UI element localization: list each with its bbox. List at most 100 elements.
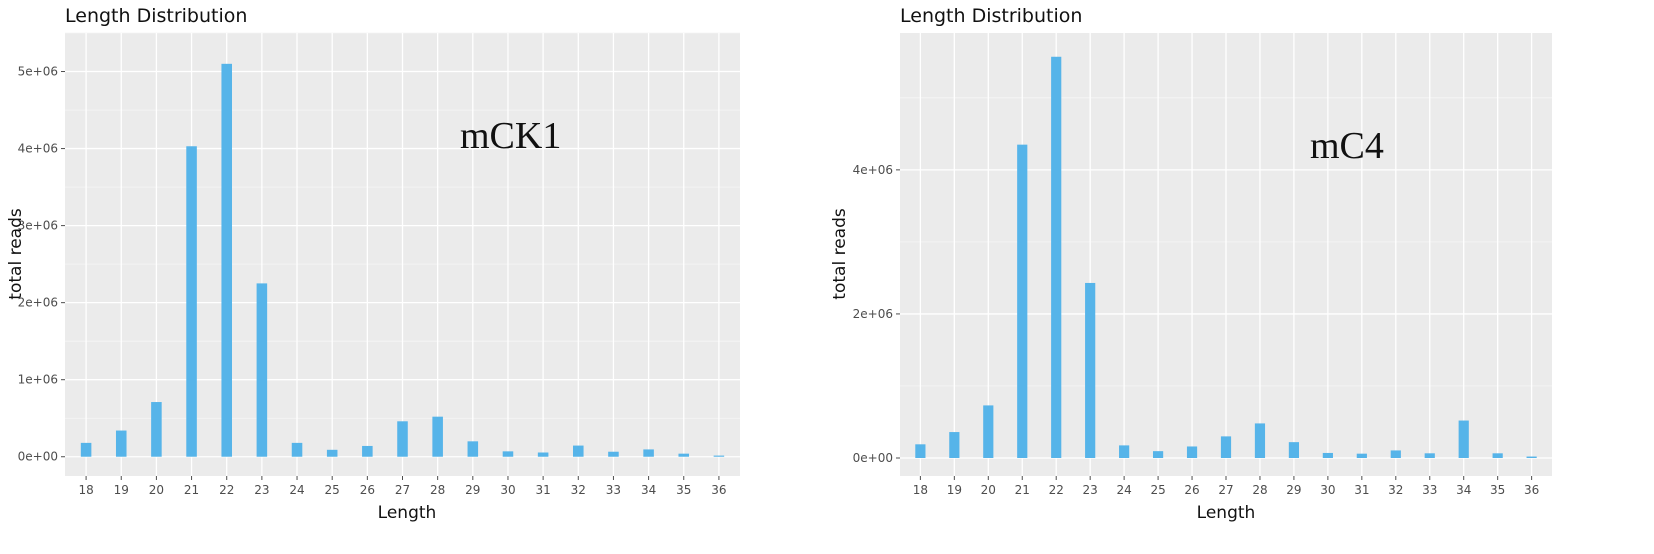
x-tick-label: 21 — [184, 483, 199, 497]
y-tick-label: 2e+06 — [18, 296, 58, 310]
bar-29 — [1288, 442, 1300, 458]
x-ticks: 18 19 20 21 22 23 24 25 26 27 28 29 30 31 32 33 34 35 36 — [78, 476, 727, 497]
x-tick-label: 34 — [641, 483, 656, 497]
bars — [915, 56, 1537, 458]
x-tick-label: 20 — [149, 483, 164, 497]
major-grid — [65, 33, 740, 476]
x-tick-label: 19 — [947, 483, 962, 497]
bar-28 — [432, 416, 443, 457]
bar-23 — [1085, 282, 1096, 458]
x-tick-label: 18 — [913, 483, 928, 497]
x-tick-label: 35 — [676, 483, 691, 497]
bar-33 — [1424, 453, 1435, 458]
y-axis-title: total reads — [6, 208, 26, 300]
x-tick-label: 20 — [981, 483, 996, 497]
bar-24 — [291, 442, 303, 457]
bar-32 — [573, 445, 584, 457]
x-tick-label: 35 — [1490, 483, 1505, 497]
bar-31 — [1356, 453, 1367, 458]
sample-annotation: mCK1 — [460, 115, 561, 157]
chart-svg-mck1: Length Distribution 0e+00 1e+06 2e+06 3e+06… — [6, 5, 740, 523]
bar-25 — [1152, 451, 1164, 458]
bar-26 — [1186, 446, 1198, 458]
y-ticks: 0e+00 1e+06 2e+06 3e+06 4e+06 5e+06 — [18, 65, 65, 464]
x-axis-title: Length — [1197, 503, 1256, 523]
bar-30 — [1322, 452, 1333, 458]
bar-20 — [151, 402, 162, 457]
x-tick-label: 23 — [254, 483, 269, 497]
y-tick-label: 5e+06 — [18, 65, 58, 79]
major-grid — [900, 33, 1552, 476]
bar-24 — [1119, 445, 1130, 458]
x-tick-label: 22 — [1049, 483, 1064, 497]
x-tick-label: 34 — [1456, 483, 1471, 497]
x-tick-label: 19 — [114, 483, 129, 497]
bar-26 — [362, 445, 373, 457]
bar-32 — [1390, 450, 1401, 458]
x-tick-label: 33 — [1422, 483, 1437, 497]
x-tick-label: 29 — [465, 483, 480, 497]
bar-20 — [983, 405, 994, 458]
x-tick-label: 33 — [606, 483, 621, 497]
x-tick-label: 27 — [1218, 483, 1233, 497]
sample-annotation: mC4 — [1310, 125, 1384, 167]
x-tick-label: 32 — [1388, 483, 1403, 497]
x-tick-label: 25 — [325, 483, 340, 497]
bar-25 — [326, 449, 338, 457]
bar-35 — [1492, 453, 1503, 458]
bar-19 — [115, 430, 127, 457]
x-tick-label: 21 — [1015, 483, 1030, 497]
y-axis-title: total reads — [830, 208, 850, 300]
x-tick-label: 22 — [219, 483, 234, 497]
x-tick-label: 24 — [1116, 483, 1131, 497]
bar-22 — [221, 63, 232, 457]
x-tick-label: 30 — [500, 483, 515, 497]
bar-27 — [397, 421, 408, 457]
x-tick-label: 31 — [535, 483, 550, 497]
bar-18 — [915, 444, 926, 458]
y-tick-label: 4e+06 — [18, 142, 58, 156]
bar-21 — [1017, 144, 1028, 458]
x-tick-label: 26 — [360, 483, 375, 497]
bar-33 — [608, 451, 619, 457]
x-ticks: 18 19 20 21 22 23 24 25 26 27 28 29 30 31 32 33 34 35 36 — [913, 476, 1539, 497]
x-tick-label: 23 — [1083, 483, 1098, 497]
x-tick-label: 27 — [395, 483, 410, 497]
x-axis-title: Length — [378, 503, 437, 523]
y-tick-label: 3e+06 — [18, 219, 58, 233]
bar-19 — [949, 432, 960, 458]
y-tick-label: 0e+00 — [18, 450, 58, 464]
y-tick-label: 2e+06 — [853, 307, 893, 321]
chart-svg-mc4: Length Distribution 0e+00 2e+06 4e+06 18 19… — [830, 5, 1552, 523]
bar-34 — [643, 449, 654, 457]
bar-21 — [186, 146, 197, 457]
chart-panel-mck1: Length Distribution 0e+00 1e+06 2e+06 3e+06… — [6, 5, 740, 523]
x-tick-label: 31 — [1354, 483, 1369, 497]
bar-22 — [1051, 56, 1062, 458]
y-ticks: 0e+00 2e+06 4e+06 — [853, 163, 900, 465]
chart-title: Length Distribution — [900, 5, 1082, 27]
bar-28 — [1254, 423, 1266, 458]
x-tick-label: 32 — [571, 483, 586, 497]
bar-31 — [537, 452, 549, 457]
bar-27 — [1220, 436, 1232, 458]
x-tick-label: 26 — [1184, 483, 1199, 497]
bar-23 — [256, 283, 268, 457]
y-tick-label: 0e+00 — [853, 451, 893, 465]
y-tick-label: 1e+06 — [18, 373, 58, 387]
bar-35 — [678, 453, 690, 457]
bar-29 — [467, 441, 479, 457]
x-tick-label: 24 — [289, 483, 304, 497]
x-tick-label: 30 — [1320, 483, 1335, 497]
bar-34 — [1458, 420, 1469, 458]
x-tick-label: 36 — [1524, 483, 1539, 497]
bars — [80, 63, 725, 457]
x-tick-label: 36 — [711, 483, 726, 497]
x-tick-label: 25 — [1150, 483, 1165, 497]
x-tick-label: 28 — [430, 483, 445, 497]
x-tick-label: 28 — [1252, 483, 1267, 497]
y-tick-label: 4e+06 — [853, 163, 893, 177]
bar-30 — [502, 451, 514, 457]
bar-36 — [713, 455, 725, 457]
bar-18 — [80, 442, 92, 457]
